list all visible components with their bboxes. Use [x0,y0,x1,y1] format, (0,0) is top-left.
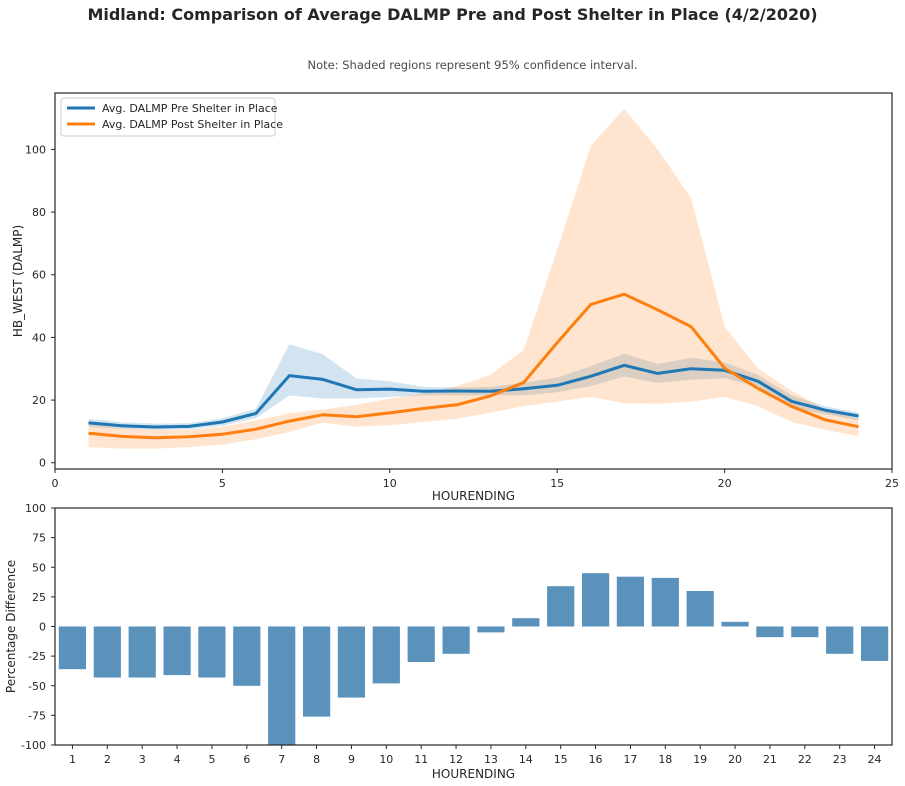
x-tick-label: 15 [550,477,564,490]
x-tick-label: 7 [278,753,285,766]
y-tick-label: 75 [32,532,46,545]
y-tick-label: 60 [32,269,46,282]
y-tick-label: 20 [32,394,46,407]
bar-hour-7 [268,626,296,745]
x-tick-label: 14 [519,753,533,766]
x-tick-label: 21 [763,753,777,766]
line-plot-area [88,108,859,449]
x-tick-label: 6 [243,753,250,766]
y-tick-label: 50 [32,561,46,574]
x-axis-label: HOURENDING [432,767,515,781]
bar-hour-16 [582,573,610,627]
y-tick-label: -100 [21,739,46,752]
x-tick-label: 20 [718,477,732,490]
x-tick-label: 10 [379,753,393,766]
y-tick-label: 80 [32,206,46,219]
x-tick-label: 20 [728,753,742,766]
bar-hour-11 [407,626,435,662]
legend-label: Avg. DALMP Post Shelter in Place [102,118,283,131]
bar-hour-12 [442,626,470,654]
bar-hour-18 [651,577,679,627]
y-tick-label: 25 [32,591,46,604]
x-tick-label: 10 [383,477,397,490]
x-tick-label: 8 [313,753,320,766]
x-tick-label: 15 [554,753,568,766]
bar-hour-3 [128,626,156,678]
confidence-band-pre [88,344,859,430]
x-tick-label: 1 [69,753,76,766]
x-tick-label: 18 [658,753,672,766]
y-tick-label: -50 [28,680,46,693]
x-tick-label: 19 [693,753,707,766]
x-tick-label: 0 [52,477,59,490]
bar-hour-9 [337,626,365,698]
bar-hour-8 [303,626,331,717]
bar-hour-24 [861,626,889,661]
confidence-band-post [88,108,859,449]
bar-hour-1 [58,626,86,670]
x-tick-label: 12 [449,753,463,766]
chart-title: Midland: Comparison of Average DALMP Pre… [87,5,818,24]
legend-box [60,97,276,137]
bar-hour-17 [616,576,644,627]
x-tick-label: 23 [833,753,847,766]
y-tick-label: -75 [28,709,46,722]
y-tick-label: 100 [25,502,46,515]
x-axis-label: HOURENDING [432,489,515,503]
plot-frame-top [54,92,893,470]
bar-hour-6 [233,626,261,686]
bar-hour-13 [477,626,505,633]
x-tick-label: 25 [885,477,899,490]
x-tick-label: 5 [219,477,226,490]
bar-hour-22 [791,626,819,638]
y-tick-label: 40 [32,331,46,344]
y-tick-label: 100 [25,143,46,156]
bar-hour-21 [756,626,784,638]
bar-hour-5 [198,626,226,678]
bar-hour-23 [826,626,854,654]
y-tick-label: 0 [39,621,46,634]
x-tick-label: 16 [589,753,603,766]
x-tick-label: 2 [104,753,111,766]
x-tick-label: 17 [623,753,637,766]
bar-hour-2 [93,626,121,678]
x-tick-label: 24 [868,753,882,766]
bar-hour-20 [721,621,749,627]
bar-hour-10 [372,626,400,684]
chart-note: Note: Shaded regions represent 95% confi… [307,58,638,72]
y-axis-label: HB_WEST (DALMP) [11,225,25,337]
x-tick-label: 9 [348,753,355,766]
x-tick-label: 22 [798,753,812,766]
legend [60,97,276,137]
legend-label: Avg. DALMP Pre Shelter in Place [102,102,278,115]
x-tick-label: 3 [139,753,146,766]
bar-hour-19 [686,591,714,627]
y-tick-label: 0 [39,457,46,470]
series-line-post [88,292,859,440]
bar-hour-4 [163,626,191,676]
bar-hour-15 [547,586,575,627]
bar-hour-14 [512,618,540,627]
x-tick-label: 13 [484,753,498,766]
bar-plot-area [58,573,889,745]
x-tick-label: 4 [174,753,181,766]
y-tick-label: -25 [28,650,46,663]
y-axis-label: Percentage Difference [4,560,18,693]
x-tick-label: 11 [414,753,428,766]
x-tick-label: 5 [208,753,215,766]
